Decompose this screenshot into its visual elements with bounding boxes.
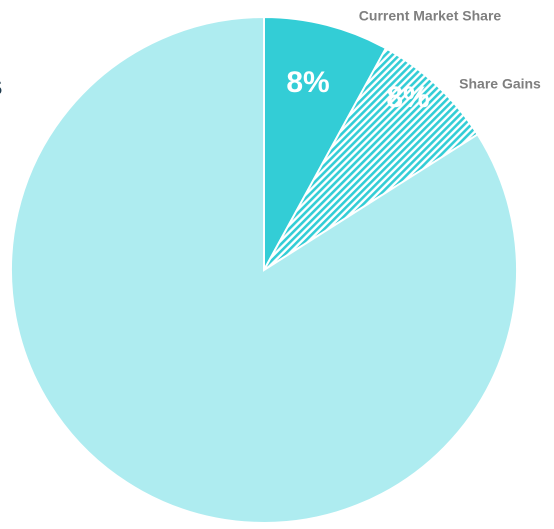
value-label: 8%	[386, 81, 429, 114]
category-label: Current Market Share	[359, 8, 502, 24]
value-label: 8%	[286, 66, 329, 99]
chart-title: s	[0, 69, 3, 102]
pie-slice	[263, 15, 388, 271]
category-label: Share Gains	[459, 76, 541, 92]
pie-slice	[263, 46, 479, 271]
pie-slice	[10, 15, 518, 524]
